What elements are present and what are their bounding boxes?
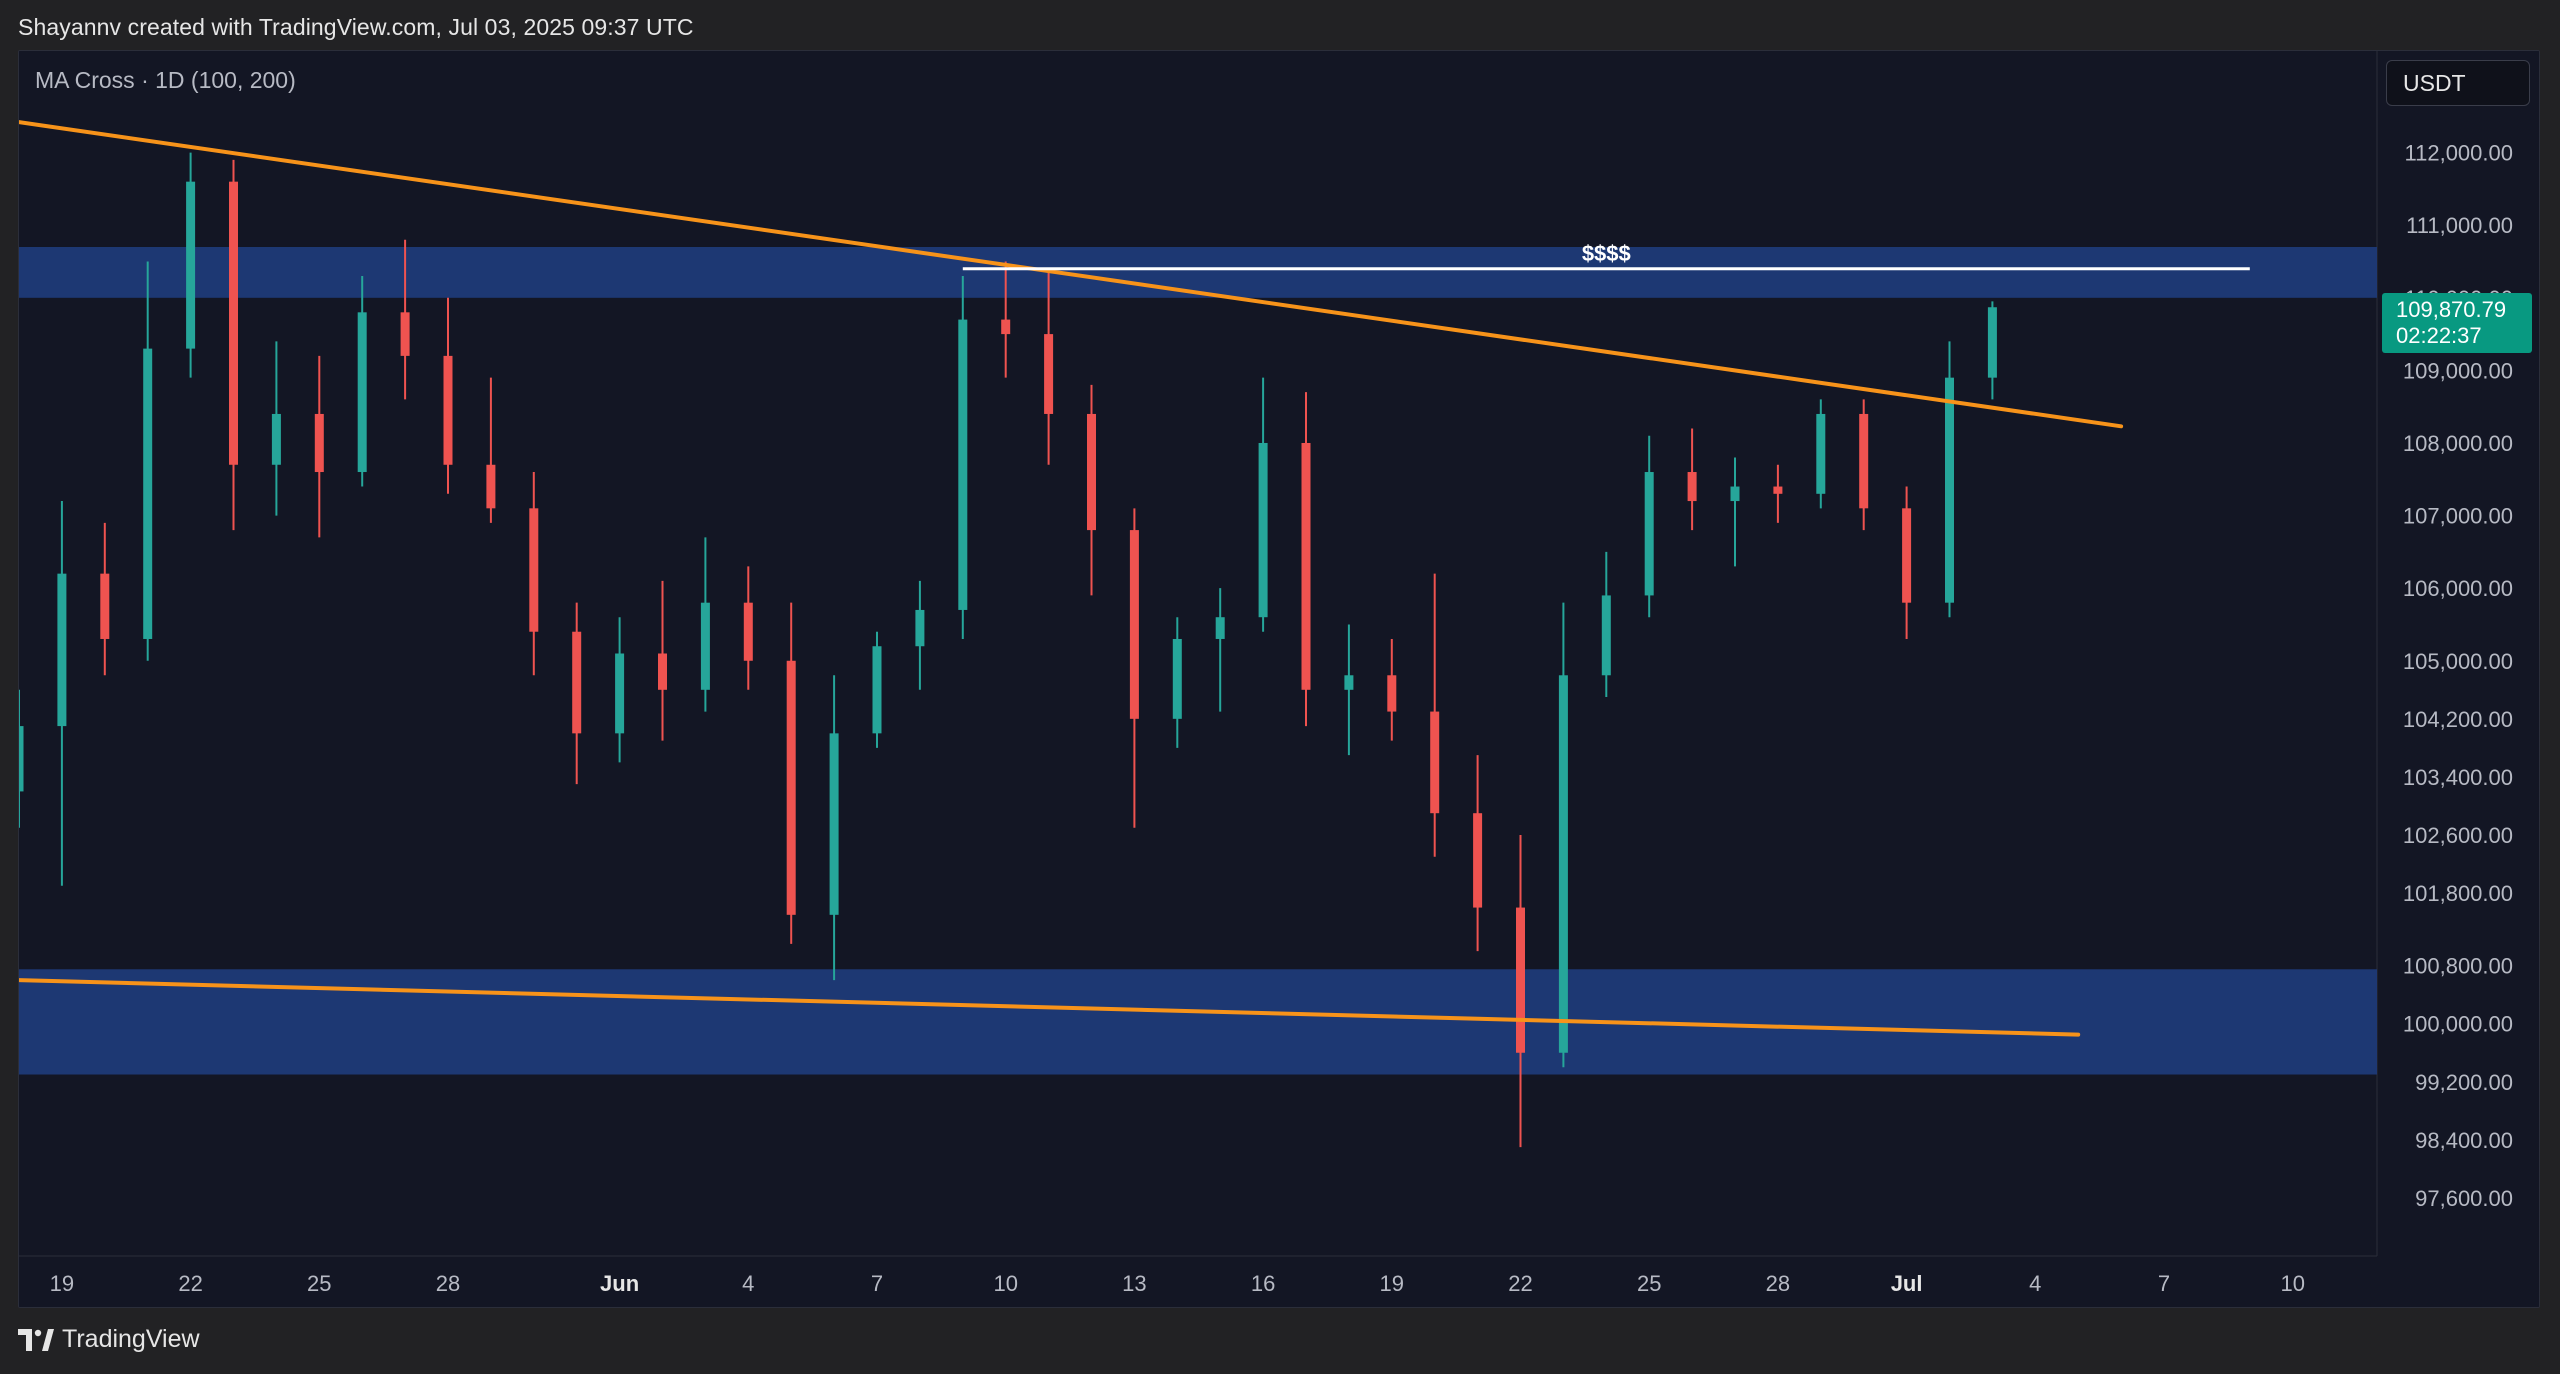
bearish-candle xyxy=(229,181,238,465)
liquidity-label: $$$$ xyxy=(1582,241,1631,266)
time-axis-label: 25 xyxy=(307,1271,331,1296)
chart-caption: Shayannv created with TradingView.com, J… xyxy=(18,14,694,40)
bullish-candle xyxy=(57,573,67,727)
price-axis-label: 111,000.00 xyxy=(2406,213,2513,238)
bullish-candle xyxy=(143,348,153,639)
bearish-candle xyxy=(1087,413,1096,531)
descending-resistance-line xyxy=(19,120,2124,429)
time-axis-label: 19 xyxy=(1380,1271,1404,1296)
bearish-candle xyxy=(1516,907,1525,1053)
bearish-candle xyxy=(1687,472,1697,502)
bearish-candle xyxy=(529,508,539,632)
bearish-candle xyxy=(1430,711,1440,814)
price-axis-label: 102,600.00 xyxy=(2403,823,2513,848)
time-axis-label: 4 xyxy=(742,1271,754,1296)
bullish-candle xyxy=(700,602,710,690)
bearish-candle xyxy=(743,602,753,661)
price-axis-label: 98,400.00 xyxy=(2415,1128,2513,1153)
last-price-value: 109,870.79 xyxy=(2396,297,2507,322)
price-axis-label: 100,800.00 xyxy=(2403,954,2513,979)
bullish-candle xyxy=(1730,486,1740,502)
price-axis-label: 112,000.00 xyxy=(2405,141,2513,166)
chart-panel[interactable]: $$$$112,000.00111,000.00110,000.00109,00… xyxy=(18,50,2540,1308)
time-axis-label: 10 xyxy=(2280,1271,2304,1296)
bullish-candle xyxy=(1644,472,1654,596)
bullish-candle xyxy=(1344,675,1354,690)
bullish-candle xyxy=(958,319,968,610)
supply-zone xyxy=(19,246,2377,298)
bullish-candle xyxy=(1172,638,1182,719)
price-axis-label: 106,000.00 xyxy=(2403,576,2513,601)
time-axis-label: 13 xyxy=(1122,1271,1146,1296)
bar-countdown: 02:22:37 xyxy=(2396,323,2482,348)
bullish-candle xyxy=(1987,307,1997,378)
time-axis-label: 10 xyxy=(993,1271,1017,1296)
bullish-candle xyxy=(872,646,882,734)
tradingview-branding[interactable]: TradingView xyxy=(18,1325,200,1354)
plot-background xyxy=(19,51,2539,1307)
bearish-candle xyxy=(1387,675,1397,712)
bullish-candle xyxy=(19,726,24,792)
price-axis-label: 100,000.00 xyxy=(2403,1012,2513,1037)
price-axis-label: 108,000.00 xyxy=(2403,431,2513,456)
bullish-candle xyxy=(186,181,196,349)
tradingview-logo-icon xyxy=(18,1328,54,1351)
currency-button[interactable]: USDT xyxy=(2386,60,2530,106)
time-axis-label: 28 xyxy=(436,1271,460,1296)
bullish-candle xyxy=(1558,675,1568,1053)
price-axis-label: 103,400.00 xyxy=(2403,765,2513,790)
price-axis-label: 104,200.00 xyxy=(2403,707,2513,732)
bullish-candle xyxy=(915,609,925,647)
bullish-candle xyxy=(615,653,625,734)
time-axis-label: Jun xyxy=(600,1271,639,1296)
tradingview-brand-label: TradingView xyxy=(62,1325,200,1353)
price-axis-label: 105,000.00 xyxy=(2403,649,2513,674)
bearish-candle xyxy=(443,355,453,465)
bearish-candle xyxy=(400,312,410,356)
time-axis-label: 7 xyxy=(2158,1271,2170,1296)
price-axis-label: 109,000.00 xyxy=(2403,358,2513,383)
time-axis-label: 22 xyxy=(1508,1271,1532,1296)
last-price-tag: 109,870.79 02:22:37 xyxy=(2382,293,2532,353)
bearish-candle xyxy=(486,464,496,509)
bullish-candle xyxy=(1601,595,1611,676)
bearish-candle xyxy=(1129,530,1139,719)
bearish-candle xyxy=(786,660,796,915)
time-axis-label: 7 xyxy=(871,1271,883,1296)
bullish-candle xyxy=(271,413,281,465)
price-axis-label: 101,800.00 xyxy=(2403,881,2513,906)
time-axis-label: 16 xyxy=(1251,1271,1275,1296)
indicator-label[interactable]: MA Cross · 1D (100, 200) xyxy=(35,67,296,93)
bearish-candle xyxy=(1001,319,1011,335)
bearish-candle xyxy=(1902,508,1912,603)
price-axis-label: 97,600.00 xyxy=(2415,1186,2513,1211)
price-axis-label: 107,000.00 xyxy=(2403,504,2513,529)
price-chart[interactable]: $$$$112,000.00111,000.00110,000.00109,00… xyxy=(19,51,2539,1307)
time-axis-label: 22 xyxy=(178,1271,202,1296)
price-axis-label: 99,200.00 xyxy=(2415,1070,2513,1095)
bearish-candle xyxy=(1773,486,1783,494)
bullish-candle xyxy=(1258,442,1268,618)
bullish-candle xyxy=(1945,377,1954,603)
candles-group xyxy=(19,152,1997,1148)
time-axis-label: Jul xyxy=(1891,1271,1923,1296)
bearish-candle xyxy=(100,573,110,639)
lower-support-line xyxy=(19,978,2081,1037)
bearish-candle xyxy=(658,653,667,690)
bullish-candle xyxy=(1215,617,1225,639)
bearish-candle xyxy=(314,413,324,473)
time-axis-label: 4 xyxy=(2029,1271,2041,1296)
bearish-candle xyxy=(1044,334,1054,414)
time-axis-label: 28 xyxy=(1766,1271,1790,1296)
time-axis-label: 25 xyxy=(1637,1271,1661,1296)
bullish-candle xyxy=(357,312,367,473)
bullish-candle xyxy=(1816,413,1826,494)
bearish-candle xyxy=(572,631,582,734)
time-axis-label: 19 xyxy=(50,1271,74,1296)
bearish-candle xyxy=(1473,813,1483,908)
demand-zone xyxy=(19,969,2377,1075)
bearish-candle xyxy=(1859,413,1869,509)
bearish-candle xyxy=(1301,442,1311,690)
bullish-candle xyxy=(829,733,839,915)
